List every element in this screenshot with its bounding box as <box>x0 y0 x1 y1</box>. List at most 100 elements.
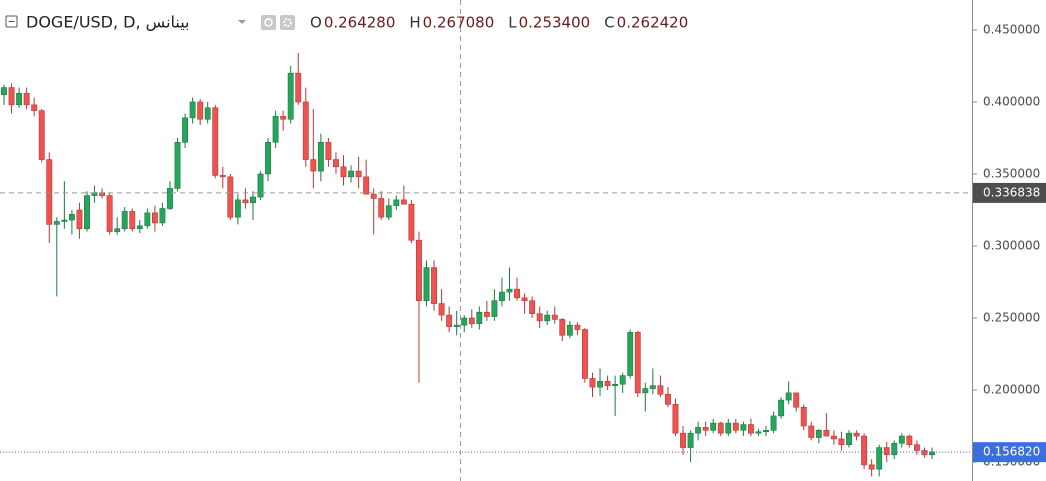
candle-body <box>747 424 754 434</box>
collapse-icon[interactable] <box>5 15 18 28</box>
candle-body <box>53 221 60 225</box>
candle-body <box>717 422 724 434</box>
candle-body <box>393 199 400 206</box>
ohlc-key: C <box>604 14 614 32</box>
candle-body <box>763 430 769 433</box>
candle-body <box>197 101 204 120</box>
candle-body <box>189 101 196 119</box>
candle-body <box>815 430 822 438</box>
candle-body <box>1 87 7 96</box>
y-tick-label: 0.450000 <box>983 22 1040 36</box>
candle-body <box>680 432 686 448</box>
candle-body <box>182 117 189 143</box>
candle-body <box>785 392 792 401</box>
ohlc-key: H <box>409 14 420 32</box>
y-tick-label: 0.400000 <box>983 94 1040 108</box>
visibility-icon[interactable] <box>261 15 276 30</box>
candle-body <box>76 209 83 229</box>
candle-body <box>167 188 173 209</box>
candle-body <box>363 176 370 195</box>
candle-body <box>106 195 113 232</box>
candle-body <box>212 107 219 176</box>
candle-body <box>461 317 468 326</box>
candle-body <box>913 444 920 451</box>
candle-body <box>830 435 837 440</box>
candle-body <box>793 392 800 408</box>
candle-body <box>325 141 332 160</box>
candle-body <box>891 442 898 456</box>
candle-body <box>370 193 377 199</box>
candle-body <box>219 175 226 178</box>
candle-body <box>853 432 860 437</box>
candle-body <box>574 324 581 330</box>
candle-body <box>38 110 45 160</box>
candle-body <box>634 332 641 394</box>
candle-body <box>755 431 762 434</box>
y-tick-label: 0.300000 <box>983 238 1040 252</box>
candle-body <box>876 447 883 470</box>
candle-body <box>46 159 53 225</box>
candle-body <box>453 324 460 327</box>
candle-body <box>16 93 23 106</box>
candle-body <box>597 381 603 388</box>
candle-body <box>446 314 453 327</box>
candle-body <box>242 199 249 204</box>
candle-body <box>695 427 702 434</box>
visibility-icon-eye <box>264 18 273 27</box>
candle-body <box>400 199 407 205</box>
candle-body <box>770 415 777 431</box>
ohlc-value: 0.264280 <box>324 14 396 32</box>
candle-body <box>732 422 739 431</box>
candle-body <box>672 404 679 434</box>
candle-body <box>627 332 634 376</box>
candle-body <box>529 300 536 314</box>
candle-body <box>408 203 415 241</box>
candle-body <box>649 385 656 389</box>
candle-body <box>544 314 551 322</box>
candle-body <box>476 311 483 325</box>
candle-body <box>114 228 121 232</box>
candle-body <box>642 388 649 394</box>
candle-body <box>23 93 30 106</box>
candle-body <box>521 297 528 301</box>
dropdown-arrow[interactable] <box>238 20 246 24</box>
candle-body <box>778 399 785 417</box>
candle-body <box>800 406 807 427</box>
chart-title: DOGE/USD, D, بينانس <box>26 13 190 33</box>
candle-body <box>657 385 664 395</box>
candle-body <box>619 375 626 385</box>
legend-header: DOGE/USD, D, بينانس O 0.264280 H 0.267080 L 0… <box>5 13 688 33</box>
candle-body <box>664 394 671 405</box>
candle-body <box>272 116 279 143</box>
candle-body <box>280 116 287 120</box>
candle-body <box>302 101 309 160</box>
candle-body <box>551 314 558 320</box>
last-price-box <box>973 442 1046 463</box>
candle-body <box>823 430 830 437</box>
candle-body <box>204 107 211 120</box>
ohlc-key: O <box>310 14 322 32</box>
candle-body <box>604 381 611 386</box>
candle-body <box>174 141 181 189</box>
candle-body <box>84 195 90 229</box>
candle-body <box>333 159 339 168</box>
candle-body <box>378 198 385 218</box>
candle-body <box>31 104 38 111</box>
settings-icon-gear <box>283 18 292 27</box>
candle-body <box>536 313 543 322</box>
candle-body <box>227 176 234 218</box>
candle-body <box>566 324 573 336</box>
settings-icon[interactable] <box>280 15 295 30</box>
candle-body <box>61 219 68 222</box>
ohlc-value: 0.253400 <box>519 14 591 32</box>
y-tick-label: 0.250000 <box>983 310 1040 324</box>
candle-body <box>265 141 272 175</box>
y-tick-label: 0.350000 <box>983 166 1040 180</box>
candle-body <box>846 432 852 446</box>
candle-body <box>582 329 588 379</box>
candle-body <box>385 205 392 218</box>
candle-body <box>559 319 566 336</box>
candle-body <box>438 303 445 316</box>
candle-body <box>710 422 717 431</box>
